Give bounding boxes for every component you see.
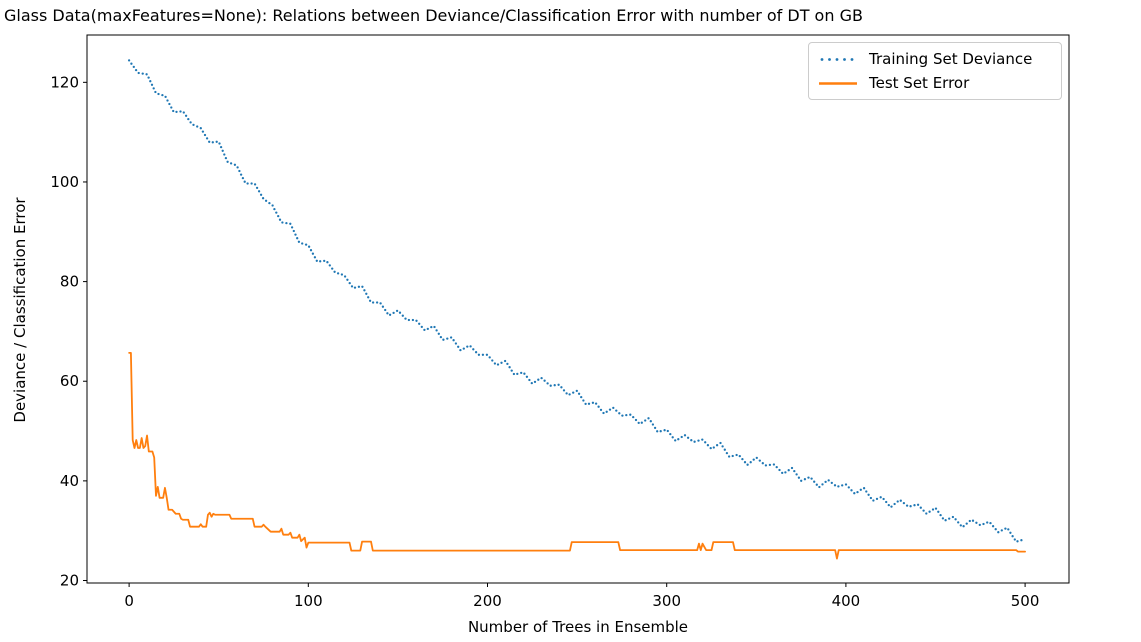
x-tick-label: 300	[652, 592, 681, 610]
x-tick-label: 200	[473, 592, 502, 610]
y-axis-label: Deviance / Classification Error	[11, 197, 29, 423]
legend-dot	[850, 57, 854, 61]
x-tick-label: 500	[1011, 592, 1040, 610]
legend-dot	[820, 57, 824, 61]
test-set-error-line	[128, 351, 1026, 560]
axes-frame	[86, 34, 1070, 584]
y-tick-label: 80	[60, 273, 79, 291]
x-axis-ticks: 0 100 200 300 400 500	[124, 583, 1039, 610]
y-tick-label: 120	[50, 73, 79, 91]
x-tick-label: 100	[294, 592, 323, 610]
y-tick-label: 60	[60, 372, 79, 390]
x-tick-label: 0	[124, 592, 134, 610]
legend-dot	[843, 57, 846, 61]
test-error-solid-line-swatch	[819, 81, 857, 85]
legend-entry-training-set-deviance: Training Set Deviance	[819, 47, 1053, 71]
x-axis-label: Number of Trees in Ensemble	[467, 618, 689, 636]
chart-title: Glass Data(maxFeatures=None): Relations …	[4, 6, 863, 25]
training-deviance-dotted-line-swatch	[820, 57, 854, 61]
legend-dot	[835, 57, 839, 61]
x-tick-label: 400	[832, 592, 861, 610]
y-axis-ticks: 20 40 60 80 100 120	[50, 73, 87, 590]
legend-label-test-set-error: Test Set Error	[869, 74, 970, 92]
training-set-deviance-series	[127, 59, 1023, 543]
y-tick-label: 20	[60, 572, 79, 590]
legend-entry-test-set-error: Test Set Error	[819, 71, 1053, 95]
legend-dot	[828, 57, 831, 61]
legend: Training Set Deviance Test Set Error	[808, 42, 1062, 100]
legend-label-training-set-deviance: Training Set Deviance	[869, 50, 1033, 68]
y-tick-label: 100	[50, 173, 79, 191]
y-tick-label: 40	[60, 472, 79, 490]
